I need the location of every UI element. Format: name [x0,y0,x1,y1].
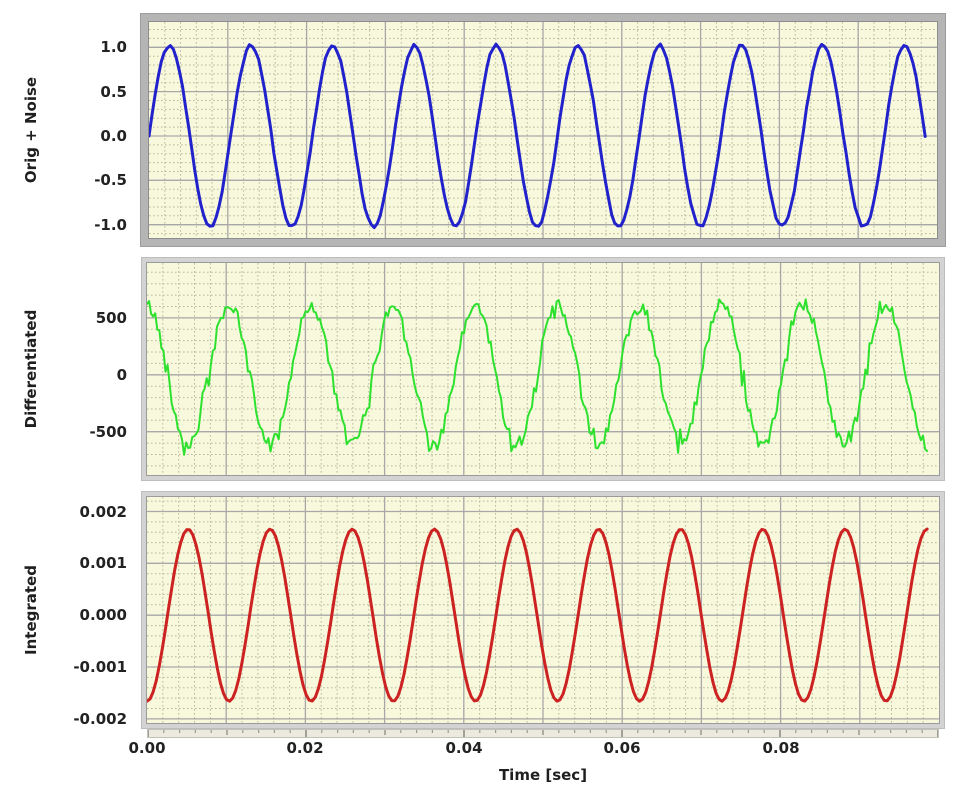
x-tick-label: 0.08 [762,739,800,757]
plot-differentiated-frame [141,257,945,481]
y-tick-label: -0.5 [94,171,127,189]
series-integrated [145,527,929,703]
plot-differentiated-canvas [146,263,939,475]
y-tick-label: 0.002 [79,503,127,521]
y-tick-label: 0.000 [79,606,127,624]
plot-integrated-canvas [145,497,939,723]
y-tick-label: 0.0 [100,127,127,145]
y-tick-label: -1.0 [94,216,127,234]
y-tick-label: 0.5 [100,83,127,101]
x-tick-label: 0.02 [286,739,324,757]
y-tick-label: 1.0 [100,38,127,56]
y-tick-label: -0.002 [73,710,127,728]
x-tick-label: 0.04 [445,739,483,757]
y-tick-label: -500 [89,423,127,441]
plot-orig-noise-area [147,21,938,239]
y-tick-label: 0 [116,366,127,384]
series-orig-plus-noise [147,42,927,230]
series-differentiated [146,298,929,456]
x-tick-label: 0.06 [603,739,641,757]
plot-integrated-area [145,496,940,724]
x-axis-tick-strip [147,729,939,738]
y-tick-label: 0.001 [79,554,127,572]
x-axis-ticks [148,730,938,737]
plot-integrated-frame [141,491,945,729]
plot-orig-noise-canvas [147,22,937,238]
x-tick-label: 0.00 [128,739,166,757]
plot-orig-noise-frame [140,13,946,247]
y-tick-label: -0.001 [73,658,127,676]
plot-differentiated-area [146,262,940,476]
y-tick-label: 500 [95,309,127,327]
x-axis-title: Time [sec] [498,766,588,784]
